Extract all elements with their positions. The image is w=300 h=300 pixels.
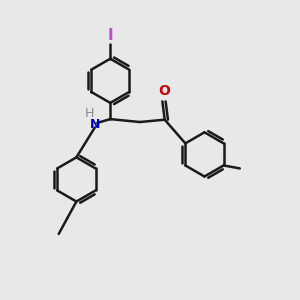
- Text: O: O: [158, 84, 170, 98]
- Text: N: N: [90, 118, 100, 131]
- Text: H: H: [84, 107, 94, 120]
- Text: I: I: [107, 28, 113, 43]
